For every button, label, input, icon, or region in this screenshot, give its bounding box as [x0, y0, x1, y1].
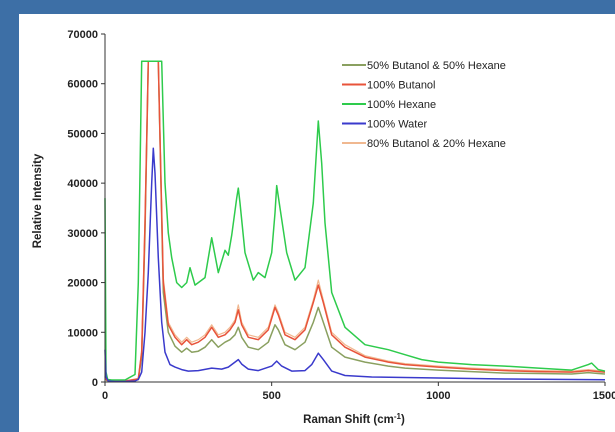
legend: 50% Butanol & 50% Hexane 100% Butanol 100%… [342, 60, 506, 150]
legend-label: 100% Water [367, 119, 427, 131]
y-tick-label: 0 [92, 377, 98, 389]
y-tick-label: 50000 [67, 128, 98, 140]
x-axis-title-main: Raman Shift (cm [303, 414, 394, 426]
x-axis-title: Raman Shift (cm-1) [303, 412, 405, 426]
series-line-100-water [104, 147, 606, 383]
x-axis-title-superscript: -1 [394, 412, 402, 421]
x-axis-title-close: ) [401, 414, 405, 426]
x-tick-label: 0 [102, 390, 108, 402]
axes-layer [104, 34, 605, 383]
y-tick-label: 70000 [67, 29, 98, 41]
y-tick-label: 10000 [67, 327, 98, 339]
y-tick-label: 60000 [67, 79, 98, 91]
x-tick-label: 500 [262, 390, 280, 402]
legend-label: 100% Hexane [367, 99, 436, 111]
x-tick-label: 1000 [426, 390, 450, 402]
series-layer [104, 60, 606, 383]
ticks-layer: 0 10000 20000 30000 40000 50000 60000 70000 0 500… [67, 29, 615, 402]
y-axis-title: Relative Intensity [32, 153, 44, 248]
series-line-80-butanol-20-hexane [104, 60, 606, 382]
y-tick-label: 20000 [67, 278, 98, 290]
series-line-100-butanol [104, 60, 606, 382]
legend-label: 80% Butanol & 20% Hexane [367, 138, 506, 150]
y-tick-label: 30000 [67, 228, 98, 240]
x-tick-label: 1500 [593, 390, 615, 402]
series-line-100-hexane [104, 60, 606, 381]
legend-label: 50% Butanol & 50% Hexane [367, 60, 506, 72]
chart-frame: 0 10000 20000 30000 40000 50000 60000 70000 0 500… [19, 14, 615, 432]
legend-label: 100% Butanol [367, 80, 436, 92]
series-line-50-butanol-50-hexane [104, 60, 606, 382]
raman-spectrum-chart: 0 10000 20000 30000 40000 50000 60000 70000 0 500… [32, 29, 615, 426]
y-tick-label: 40000 [67, 178, 98, 190]
